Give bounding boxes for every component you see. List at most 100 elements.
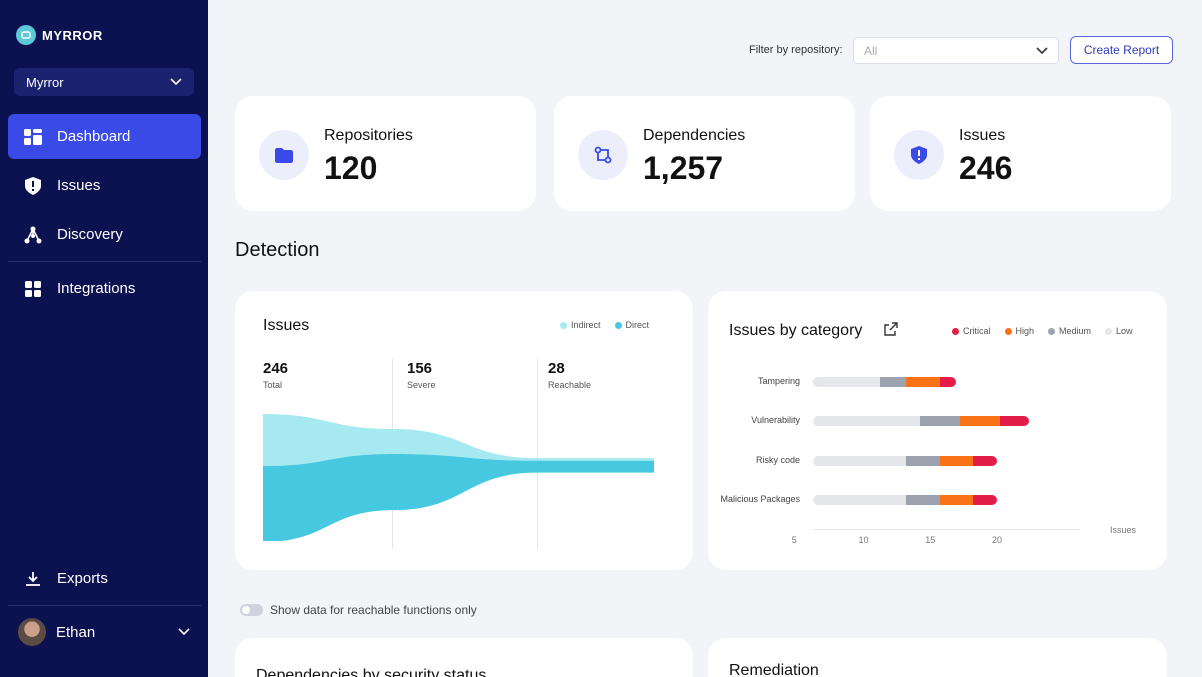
category-label: Vulnerability [751, 415, 800, 425]
category-label: Risky code [755, 455, 800, 465]
folder-icon [259, 130, 309, 180]
nav-label-issues: Issues [57, 177, 101, 194]
bar-segment-low [813, 377, 880, 387]
stat-card-issues: Issues 246 [870, 96, 1171, 211]
issues-flow-chart [263, 414, 654, 541]
legend-item-direct: Direct [614, 320, 650, 330]
card-title: Issues by category [729, 322, 863, 339]
metric-label: Reachable [548, 380, 592, 390]
user-divider [8, 605, 201, 606]
nav-item-issues[interactable]: Issues [8, 163, 201, 208]
category-bar[interactable] [813, 456, 998, 466]
category-bar[interactable] [813, 377, 956, 387]
stat-label: Issues [959, 127, 1006, 144]
category-bar[interactable] [813, 495, 998, 505]
stat-value: 246 [959, 150, 1013, 186]
user-name: Ethan [56, 623, 96, 641]
dependencies-status-card: Dependencies by security status [235, 638, 693, 677]
x-axis-label: Issues [1110, 525, 1137, 535]
bar-segment-high [906, 377, 940, 387]
filter-label: Filter by repository: [749, 44, 843, 56]
metric-label: Total [263, 380, 283, 390]
x-tick-label: 20 [992, 535, 1003, 545]
legend-label: Low [1116, 326, 1133, 336]
card-title: Remediation [729, 662, 819, 677]
bar-segment-critical [973, 456, 998, 466]
org-select[interactable]: Myrror [14, 68, 194, 96]
user-menu[interactable]: Ethan [18, 616, 190, 648]
chevron-down-icon [1036, 46, 1048, 54]
metric-total: 246 Total [263, 360, 288, 390]
card-title: Issues [263, 317, 310, 334]
nav-label-dashboard: Dashboard [57, 128, 131, 145]
toggle-label: Show data for reachable functions only [270, 603, 477, 617]
metric-reachable: 28 Reachable [548, 360, 591, 390]
download-icon [23, 569, 43, 589]
shield-icon [23, 176, 43, 196]
nav-label-discovery: Discovery [57, 226, 123, 243]
legend-label: Medium [1059, 326, 1092, 336]
stat-card-dependencies: Dependencies 1,257 [554, 96, 855, 211]
legend-label: Indirect [571, 320, 601, 330]
bar-segment-high [939, 456, 974, 466]
bar-segment-medium [919, 416, 960, 426]
brand-logo[interactable]: MYRROR [16, 25, 103, 45]
reachable-functions-toggle[interactable] [240, 604, 263, 616]
external-link-icon[interactable] [884, 322, 898, 336]
myrror-logo-icon [16, 25, 36, 45]
chevron-down-icon [178, 628, 190, 636]
metric-value: 246 [263, 360, 289, 377]
metric-label: Severe [407, 380, 436, 390]
bar-segment-medium [906, 456, 940, 466]
category-bar[interactable] [813, 416, 1030, 426]
bar-segment-medium [879, 377, 907, 387]
sidebar: MYRROR Myrror Dashboard Issues Discovery… [0, 0, 208, 677]
bar-segment-low [813, 416, 920, 426]
x-axis-line [813, 529, 1080, 530]
avatar [18, 618, 46, 646]
bar-segment-low [813, 495, 907, 505]
nav-label-integrations: Integrations [57, 280, 136, 297]
dependencies-icon [578, 130, 628, 180]
nav-item-discovery[interactable]: Discovery [8, 212, 201, 257]
bar-segment-medium [906, 495, 940, 505]
nav-item-exports[interactable]: Exports [8, 556, 201, 601]
x-tick-label: 10 [858, 535, 869, 545]
bar-segment-critical [939, 377, 956, 387]
stat-value: 1,257 [643, 150, 724, 186]
issues-card: Issues Indirect Direct 246 Total 156 Sev… [235, 291, 693, 570]
bar-segment-high [939, 495, 974, 505]
category-card: Issues by category Critical High Medium … [708, 291, 1167, 570]
org-select-value: Myrror [26, 74, 64, 90]
bar-segment-low [813, 456, 907, 466]
bar-segment-critical [973, 495, 998, 505]
bar-segment-critical [999, 416, 1030, 426]
repository-filter-select[interactable]: All [853, 37, 1059, 64]
brand-name: MYRROR [42, 27, 103, 43]
legend-item-medium: Medium [1048, 326, 1091, 336]
legend-label: High [1015, 326, 1035, 336]
nav-item-integrations[interactable]: Integrations [8, 266, 201, 311]
legend-label: Critical [963, 326, 991, 336]
grid-icon [23, 279, 43, 299]
category-label: Tampering [757, 376, 800, 386]
metric-value: 156 [407, 360, 433, 377]
stat-card-repositories: Repositories 120 [235, 96, 536, 211]
stat-label: Repositories [324, 127, 413, 144]
remediation-card: Remediation [708, 638, 1167, 677]
legend-item-indirect: Indirect [560, 320, 601, 330]
nav-item-dashboard[interactable]: Dashboard [8, 114, 201, 159]
metric-value: 28 [548, 360, 565, 377]
category-label: Malicious Packages [720, 494, 800, 504]
create-report-button[interactable]: Create Report [1070, 36, 1173, 64]
stat-label: Dependencies [643, 127, 746, 144]
legend-item-low: Low [1105, 326, 1133, 336]
legend-item-high: High [1004, 326, 1035, 336]
nav-divider [8, 261, 201, 262]
discovery-icon [23, 225, 43, 245]
nav-label-exports: Exports [57, 570, 108, 587]
legend-item-critical: Critical [952, 326, 991, 336]
legend-label: Direct [625, 320, 650, 330]
metric-severe: 156 Severe [407, 360, 436, 390]
flow-band-direct [263, 454, 654, 541]
